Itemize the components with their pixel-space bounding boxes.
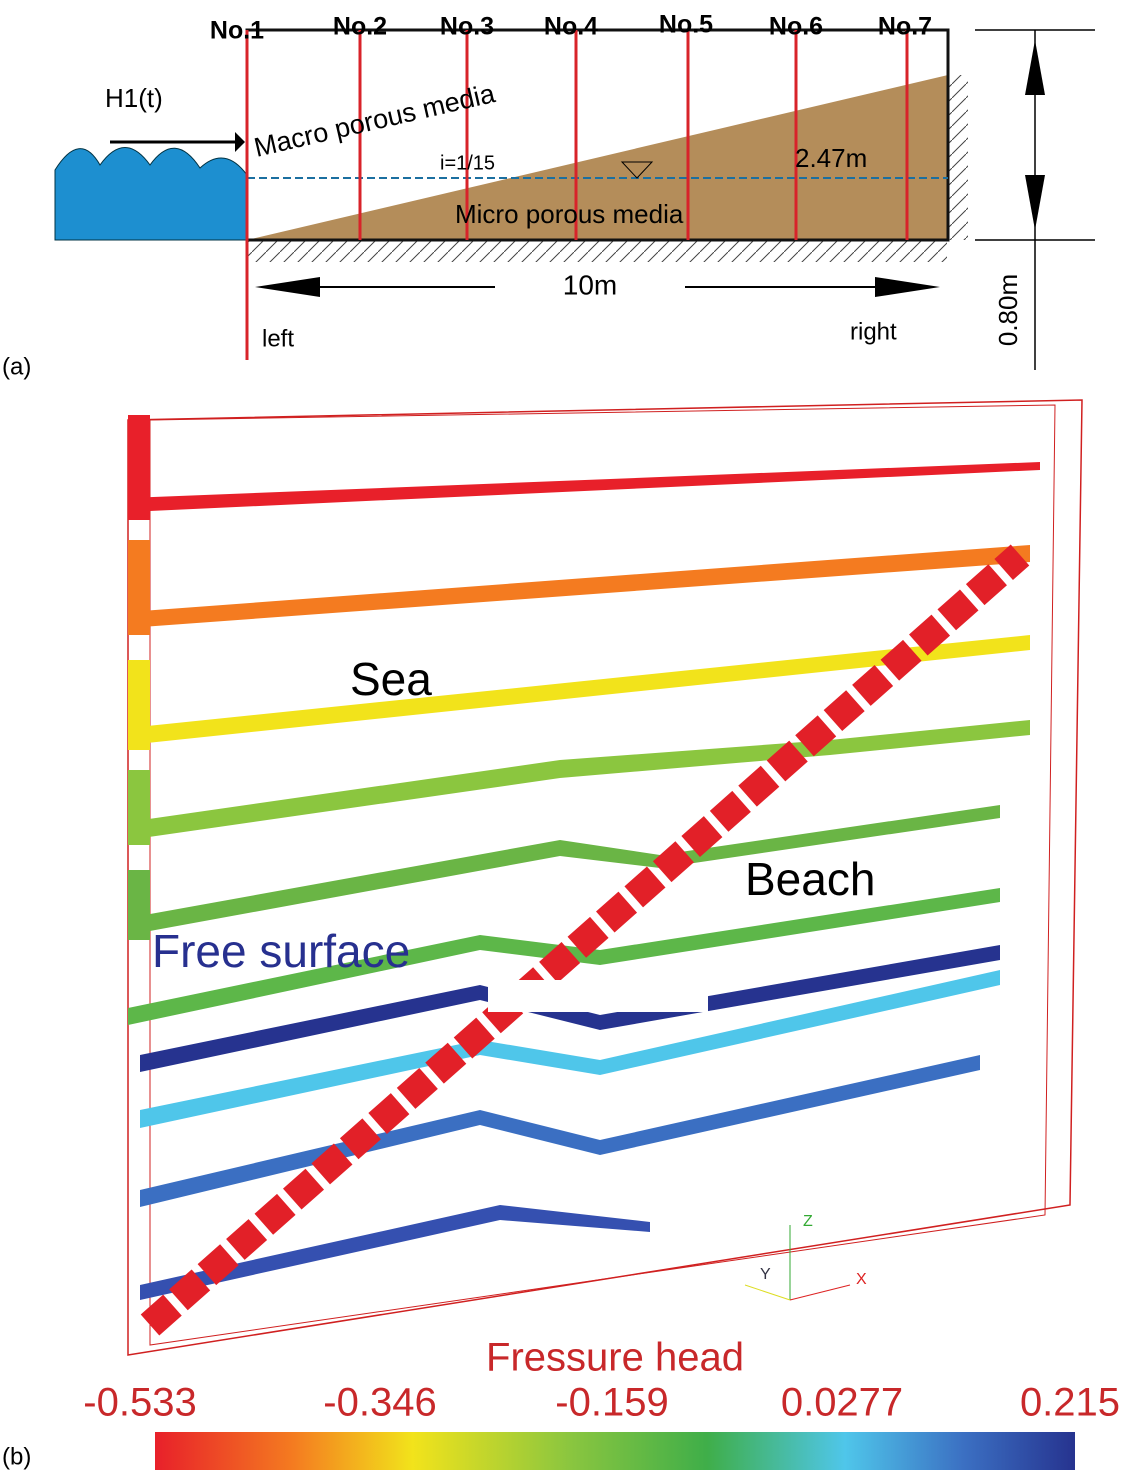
axis-label: X: [856, 1271, 867, 1288]
arrow-head: [1025, 40, 1045, 95]
colorbar-tick: -0.533: [83, 1381, 196, 1425]
probe-label: No.4: [544, 13, 598, 41]
arrow-head: [1025, 175, 1045, 230]
ground: [247, 240, 947, 262]
mask: [488, 980, 708, 1012]
slope-label: i=1/15: [440, 152, 495, 174]
beach-slope: [247, 75, 948, 240]
left-label: left: [262, 325, 294, 352]
probe-label: No.3: [440, 13, 494, 41]
stripes: [128, 415, 1040, 1300]
arrow-head: [235, 132, 245, 152]
panel-label: (a): [2, 353, 31, 380]
colorbar-tick: 0.0277: [781, 1381, 903, 1425]
colorbar-ticks: -0.533 -0.346 -0.159 0.0277 0.215: [83, 1381, 1120, 1425]
colorbar: [155, 1432, 1075, 1470]
domain-box: [127, 399, 1083, 1356]
upper-layer-label: Macro porous media: [251, 78, 499, 163]
beach-surface: [140, 544, 1030, 1336]
length-label: 10m: [563, 269, 617, 300]
sea-label: Sea: [350, 653, 432, 705]
wave: [54, 147, 248, 241]
water-symbol: [620, 161, 654, 179]
arrow-head: [875, 277, 940, 297]
free-surface-label: Free surface: [152, 925, 410, 977]
probe-label: No.7: [878, 13, 932, 41]
panel-a: No.1 No.2 No.3 No.4 No.5 No.6 No.7 H1(t)…: [2, 11, 1095, 380]
lower-layer-label: Micro porous media: [455, 199, 684, 229]
colorbar-tick: 0.215: [1020, 1381, 1120, 1425]
arrow-head: [255, 277, 320, 297]
axis-triad: Z Y X: [744, 1213, 867, 1301]
domain-box-inner: [149, 404, 1056, 1346]
probe-label: No.6: [769, 13, 823, 41]
colorbar-tick: -0.346: [323, 1381, 436, 1425]
probe-label: No.2: [333, 13, 387, 41]
probes: [245, 30, 909, 360]
probe-labels: No.1 No.2 No.3 No.4 No.5 No.6 No.7: [210, 11, 932, 45]
colorbar-title: Fressure head: [486, 1336, 744, 1380]
colorbar-tick: -0.159: [555, 1381, 668, 1425]
height-label: 0.80m: [993, 274, 1023, 346]
wall: [948, 75, 968, 240]
right-label: right: [850, 318, 897, 345]
wave-label: H1(t): [105, 83, 163, 113]
panel-b: Sea Beach Free surface Z Y X Fressure he…: [2, 399, 1120, 1470]
beach-label: Beach: [745, 853, 875, 905]
depth-label: 2.47m: [795, 143, 867, 173]
axis-label: Z: [803, 1213, 813, 1230]
probe-label: No.5: [659, 11, 713, 39]
axis-label: Y: [760, 1266, 771, 1283]
probe-label: No.1: [210, 17, 264, 45]
panel-label: (b): [2, 1443, 31, 1470]
